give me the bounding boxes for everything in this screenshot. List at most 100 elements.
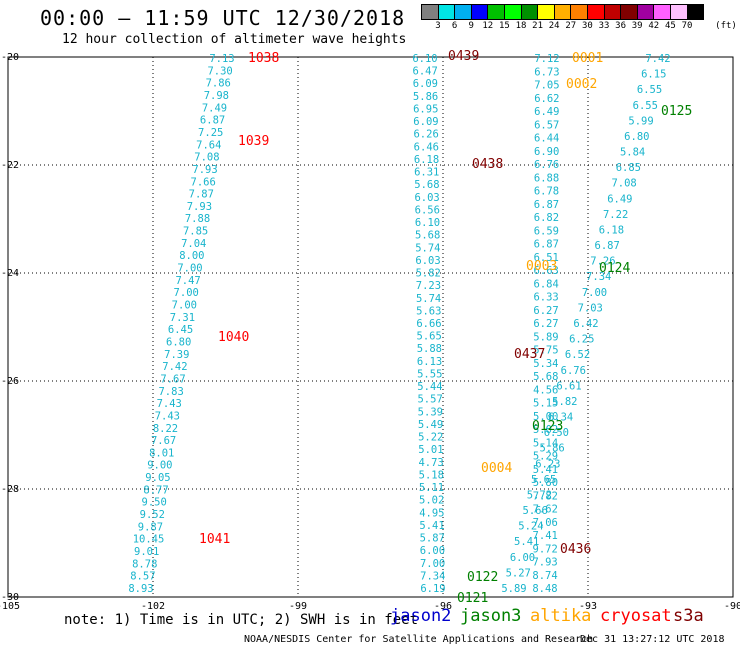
latitude-label: -26 <box>1 376 19 387</box>
latitude-label: -24 <box>1 268 19 279</box>
legend-label: 27 <box>565 21 577 31</box>
wave-height-value: 6.18 <box>599 224 624 236</box>
wave-height-value: 6.44 <box>534 133 559 145</box>
wave-height-value: 7.23 <box>416 280 441 292</box>
wave-height-value: 5.68 <box>533 371 558 383</box>
wave-height-value: 5.29 <box>533 451 558 463</box>
satellite-jason2: jason2 <box>390 606 452 626</box>
wave-height-value: 7.30 <box>207 65 232 77</box>
wave-height-value: 7.43 <box>155 410 180 422</box>
wave-height-value: 5.89 <box>501 583 526 595</box>
wave-height-value: 6.10 <box>412 53 437 65</box>
wave-height-value: 6.87 <box>534 239 559 251</box>
satellite-jason3: jason3 <box>460 606 522 626</box>
wave-height-value: 7.31 <box>170 312 195 324</box>
wave-height-value: 5.11 <box>419 482 444 494</box>
wave-height-value: 7.66 <box>191 176 216 188</box>
wave-height-value: 5.49 <box>418 419 443 431</box>
latitude-label: -22 <box>1 160 19 171</box>
wave-height-value: 7.03 <box>578 302 603 314</box>
wave-height-value: 6.27 <box>533 305 558 317</box>
page-subtitle: 12 hour collection of altimeter wave hei… <box>62 32 407 47</box>
orbit-pass-label: 0001 <box>572 51 603 66</box>
wave-height-value: 7.39 <box>164 349 189 361</box>
wave-height-value: 7.22 <box>603 209 628 221</box>
wave-height-value: 8.78 <box>132 558 157 570</box>
orbit-pass-label: 0002 <box>566 77 597 92</box>
wave-height-value: 5.55 <box>417 368 442 380</box>
wave-height-value: 5.18 <box>419 469 444 481</box>
orbit-pass-label: 0004 <box>481 461 512 476</box>
wave-height-value: 6.10 <box>415 217 440 229</box>
wave-height-value: 6.46 <box>414 141 439 153</box>
wave-height-value: 7.41 <box>533 530 558 542</box>
wave-height-value: 7.62 <box>533 504 558 516</box>
wave-height-value: 8.48 <box>532 583 557 595</box>
wave-height-value: 6.76 <box>561 365 586 377</box>
wave-height-value: 6.27 <box>533 318 558 330</box>
map-frame <box>7 56 734 598</box>
satellite-s3a: s3a <box>673 606 704 626</box>
latitude-label: -30 <box>1 592 19 603</box>
wave-height-value: 6.03 <box>414 192 439 204</box>
wave-height-value: 6.88 <box>534 172 559 184</box>
wave-height-value: 5.57 <box>417 394 442 406</box>
wave-height-value: 5.87 <box>420 533 445 545</box>
wave-height-value: 7.49 <box>202 102 227 114</box>
wave-height-value: 5.89 <box>533 331 558 343</box>
legend-label: 36 <box>615 21 627 31</box>
wave-height-value: 5.41 <box>533 464 558 476</box>
wave-height-value: 7.06 <box>533 517 558 529</box>
wave-height-value: 8.74 <box>532 570 557 582</box>
wave-height-value: 9.05 <box>145 472 170 484</box>
legend-label: 18 <box>515 21 527 31</box>
latitude-label: -20 <box>1 52 19 63</box>
wave-height-value: 6.90 <box>534 146 559 158</box>
wave-height-value: 7.85 <box>183 226 208 238</box>
wave-height-value: 6.55 <box>637 84 662 96</box>
wave-height-value: 7.00 <box>174 287 199 299</box>
longitude-label: -96 <box>434 601 452 612</box>
legend-label: 30 <box>581 21 593 31</box>
wave-height-value: 7.82 <box>533 490 558 502</box>
wave-height-value: 6.59 <box>534 225 559 237</box>
wave-height-value: 6.34 <box>548 412 573 424</box>
wave-height-value: 5.01 <box>418 444 443 456</box>
legend-label: 45 <box>664 21 676 31</box>
wave-height-value: 6.56 <box>415 204 440 216</box>
orbit-pass-label: 0438 <box>472 157 503 172</box>
wave-height-value: 7.93 <box>187 201 212 213</box>
wave-height-value: 5.63 <box>416 305 441 317</box>
wave-height-value: 6.61 <box>556 380 581 392</box>
wave-height-value: 5.84 <box>620 147 645 159</box>
orbit-pass-label: 1038 <box>248 51 279 66</box>
wave-height-value: 9.72 <box>533 543 558 555</box>
wave-height-value: 6.82 <box>534 212 559 224</box>
legend-label: 39 <box>631 21 643 31</box>
wave-height-value: 10.45 <box>133 534 165 546</box>
wave-height-value: 7.93 <box>192 164 217 176</box>
wave-height-value: 6.49 <box>534 106 559 118</box>
wave-height-value: 7.93 <box>532 557 557 569</box>
wave-height-value: 5.39 <box>418 406 443 418</box>
wave-height-value: 6.26 <box>413 129 438 141</box>
wave-height-value: 5.22 <box>418 432 443 444</box>
wave-height-value: 4.95 <box>419 507 444 519</box>
wave-height-value: 5.86 <box>413 91 438 103</box>
wave-height-value: 6.15 <box>641 69 666 81</box>
wave-height-value: 5.24 <box>518 521 543 533</box>
wave-height-value: 6.95 <box>413 103 438 115</box>
wave-height-value: 7.04 <box>181 238 206 250</box>
legend-label: 12 <box>482 21 494 31</box>
wave-height-value: 7.42 <box>645 53 670 65</box>
wave-height-value: 9.87 <box>138 521 163 533</box>
wave-height-value: 7.42 <box>162 361 187 373</box>
wave-height-value: 7.88 <box>185 213 210 225</box>
wave-height-value: 9.50 <box>142 497 167 509</box>
orbit-pass-label: 0122 <box>467 570 498 585</box>
wave-height-value: 7.12 <box>534 53 559 65</box>
satellite-cryosat: cryosat <box>600 606 672 626</box>
wave-height-value: 5.68 <box>414 179 439 191</box>
wave-height-value: 5.82 <box>552 396 577 408</box>
